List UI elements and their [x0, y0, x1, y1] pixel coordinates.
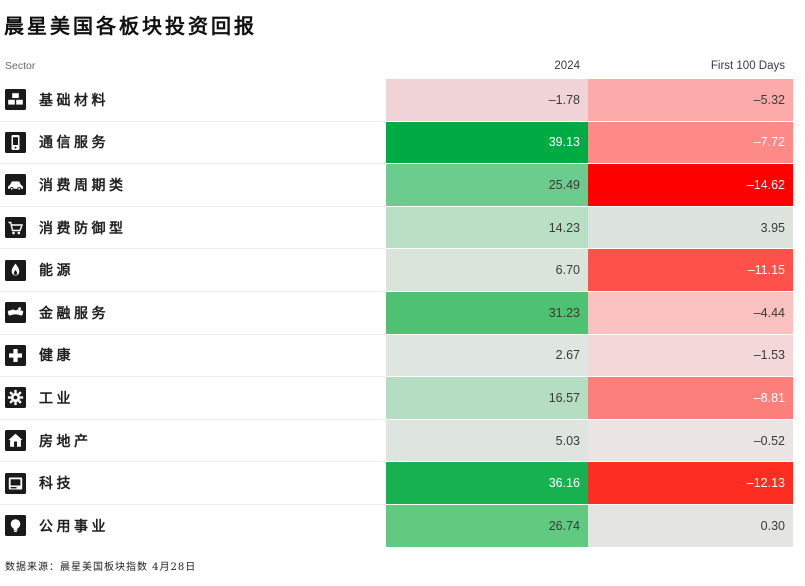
lightbulb-icon [5, 515, 26, 537]
sector-label-cell: 科技 [0, 462, 386, 505]
computer-icon [5, 472, 26, 494]
value-cell-first-100-days: –0.52 [588, 419, 793, 463]
table-row: 金融服务 31.23 –4.44 [0, 291, 805, 335]
plus-cross-icon [5, 344, 26, 366]
value-cell-2024: 39.13 [386, 121, 588, 165]
value-cell-2024: 16.57 [386, 377, 588, 420]
table-row: 健康 2.67 –1.53 [0, 334, 805, 378]
source-note: 数据来源：晨星美国板块指数 4月28日 [5, 561, 197, 573]
value-cell-first-100-days: –8.81 [588, 377, 793, 420]
sector-label-cell: 消费防御型 [0, 206, 386, 250]
sector-name: 房地产 [39, 433, 92, 450]
value-cell-2024: –1.78 [386, 79, 588, 122]
sector-label-cell: 公用事业 [0, 504, 386, 548]
table-row: 工业 16.57 –8.81 [0, 377, 805, 420]
value-cell-first-100-days: 3.95 [588, 206, 793, 250]
bricks-icon [5, 89, 26, 111]
sector-table: 基础材料 –1.78 –5.32 通信服务 39.13 –7.72 消费周期类 25.49 –1… [0, 79, 805, 548]
value-cell-first-100-days: –4.44 [588, 291, 793, 335]
value-cell-2024: 36.16 [386, 462, 588, 505]
sector-name: 消费防御型 [39, 220, 127, 237]
sector-label-cell: 通信服务 [0, 121, 386, 165]
value-cell-2024: 5.03 [386, 419, 588, 463]
value-cell-first-100-days: –5.32 [588, 79, 793, 122]
sector-label-cell: 金融服务 [0, 291, 386, 335]
handshake-icon [5, 302, 26, 324]
table-row: 消费防御型 14.23 3.95 [0, 206, 805, 250]
table-row: 房地产 5.03 –0.52 [0, 419, 805, 463]
value-cell-first-100-days: –7.72 [588, 121, 793, 165]
sector-label-cell: 工业 [0, 377, 386, 420]
value-cell-2024: 14.23 [386, 206, 588, 250]
value-cell-2024: 2.67 [386, 334, 588, 378]
sector-name: 能源 [39, 263, 74, 280]
sector-name: 金融服务 [39, 305, 109, 322]
table-row: 科技 36.16 –12.13 [0, 462, 805, 505]
value-cell-first-100-days: –14.62 [588, 164, 793, 207]
sector-name: 健康 [39, 348, 74, 365]
value-cell-first-100-days: –12.13 [588, 462, 793, 505]
column-header-2024: 2024 [554, 60, 580, 72]
shopping-cart-icon [5, 217, 26, 239]
sector-label-cell: 房地产 [0, 419, 386, 463]
sector-name: 消费周期类 [39, 177, 127, 194]
sector-label-cell: 健康 [0, 334, 386, 378]
gear-icon [5, 387, 26, 409]
value-cell-first-100-days: 0.30 [588, 504, 793, 548]
car-icon [5, 174, 26, 196]
table-header: Sector 2024 First 100 Days [0, 60, 805, 79]
house-icon [5, 430, 26, 452]
sector-name: 工业 [39, 390, 74, 407]
table-row: 基础材料 –1.78 –5.32 [0, 79, 805, 122]
value-cell-2024: 6.70 [386, 249, 588, 292]
column-header-sector: Sector [5, 60, 36, 72]
table-row: 公用事业 26.74 0.30 [0, 504, 805, 548]
sector-name: 通信服务 [39, 135, 109, 152]
table-row: 通信服务 39.13 –7.72 [0, 121, 805, 165]
sector-name: 公用事业 [39, 518, 109, 535]
table-row: 能源 6.70 –11.15 [0, 249, 805, 292]
flame-icon [5, 259, 26, 281]
value-cell-first-100-days: –1.53 [588, 334, 793, 378]
value-cell-2024: 26.74 [386, 504, 588, 548]
page-title: 晨星美国各板块投资回报 [4, 14, 257, 38]
sector-label-cell: 消费周期类 [0, 164, 386, 207]
sector-label-cell: 能源 [0, 249, 386, 292]
value-cell-first-100-days: –11.15 [588, 249, 793, 292]
sector-name: 基础材料 [39, 92, 109, 109]
sector-label-cell: 基础材料 [0, 79, 386, 122]
sector-name: 科技 [39, 476, 74, 493]
value-cell-2024: 25.49 [386, 164, 588, 207]
value-cell-2024: 31.23 [386, 291, 588, 335]
mobile-phone-icon [5, 131, 26, 153]
column-header-first-100-days: First 100 Days [710, 60, 785, 72]
table-row: 消费周期类 25.49 –14.62 [0, 164, 805, 207]
